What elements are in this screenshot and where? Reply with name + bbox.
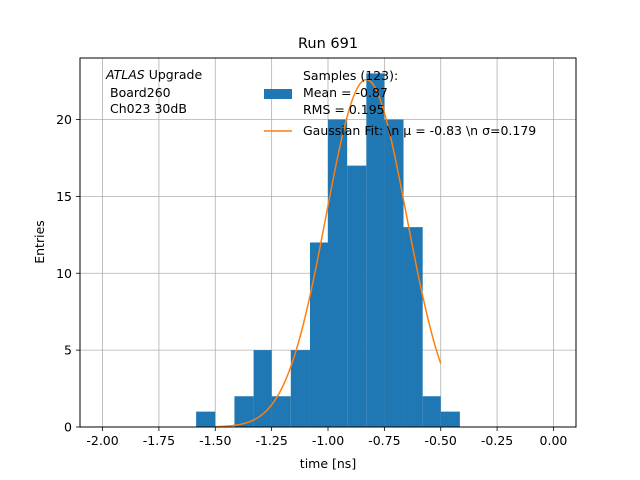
- x-tick-label: -0.50: [425, 433, 457, 448]
- x-tick-label: -1.50: [199, 433, 231, 448]
- histogram-bar: [290, 350, 310, 427]
- histogram-bar: [234, 396, 254, 427]
- histogram-bar: [422, 396, 441, 427]
- legend-fit-label: Gaussian Fit: \n μ = -0.83 \n σ=0.179: [303, 123, 536, 138]
- x-axis-label: time [ns]: [300, 456, 356, 471]
- histogram-bar: [347, 165, 367, 427]
- x-tick-label: -0.25: [481, 433, 513, 448]
- y-axis-ticks: 0 5 10 15 20: [56, 112, 80, 435]
- annotation-line-2: Board260: [110, 85, 171, 100]
- annotation-line-1: ATLAS Upgrade: [105, 67, 202, 82]
- x-tick-label: -1.75: [143, 433, 175, 448]
- legend-histogram-label-1: Samples (123):: [303, 68, 398, 83]
- chart-title: Run 691: [298, 36, 358, 52]
- y-tick-label: 5: [64, 343, 72, 358]
- x-tick-label: -1.00: [312, 433, 344, 448]
- legend-histogram-swatch: [264, 89, 292, 99]
- annotation: ATLAS Upgrade Board260 Ch023 30dB: [105, 67, 202, 116]
- histogram-bar: [328, 119, 348, 427]
- histogram-bars: [196, 73, 460, 427]
- x-tick-label: -1.25: [255, 433, 287, 448]
- histogram-bar: [271, 396, 291, 427]
- legend: Samples (123): Mean = -0.87 RMS = 0.195 …: [264, 68, 536, 138]
- annotation-line-3: Ch023 30dB: [110, 101, 187, 116]
- x-tick-label: -2.00: [86, 433, 118, 448]
- y-tick-label: 15: [56, 189, 72, 204]
- x-tick-label: 0.00: [540, 433, 568, 448]
- histogram-bar: [196, 411, 216, 427]
- y-tick-label: 0: [64, 420, 72, 435]
- annotation-atlas: ATLAS: [105, 67, 145, 82]
- annotation-upgrade: Upgrade: [145, 67, 203, 82]
- histogram-bar: [366, 73, 385, 427]
- y-axis-label: Entries: [32, 220, 47, 264]
- histogram-bar: [384, 119, 404, 427]
- x-tick-label: -0.75: [368, 433, 400, 448]
- y-tick-label: 10: [56, 266, 72, 281]
- fit-curve: [215, 78, 442, 428]
- legend-histogram-label-2: Mean = -0.87: [303, 85, 388, 100]
- gaussian-fit: [215, 78, 442, 428]
- y-tick-label: 20: [56, 112, 72, 127]
- histogram-bar: [403, 227, 423, 427]
- x-axis-ticks: -2.00 -1.75 -1.50 -1.25 -1.00 -0.75 -0.50 -0.25…: [86, 427, 567, 448]
- histogram-bar: [253, 350, 272, 427]
- histogram-bar: [309, 242, 328, 427]
- histogram-bar: [440, 411, 460, 427]
- legend-histogram-label-3: RMS = 0.195: [303, 102, 385, 117]
